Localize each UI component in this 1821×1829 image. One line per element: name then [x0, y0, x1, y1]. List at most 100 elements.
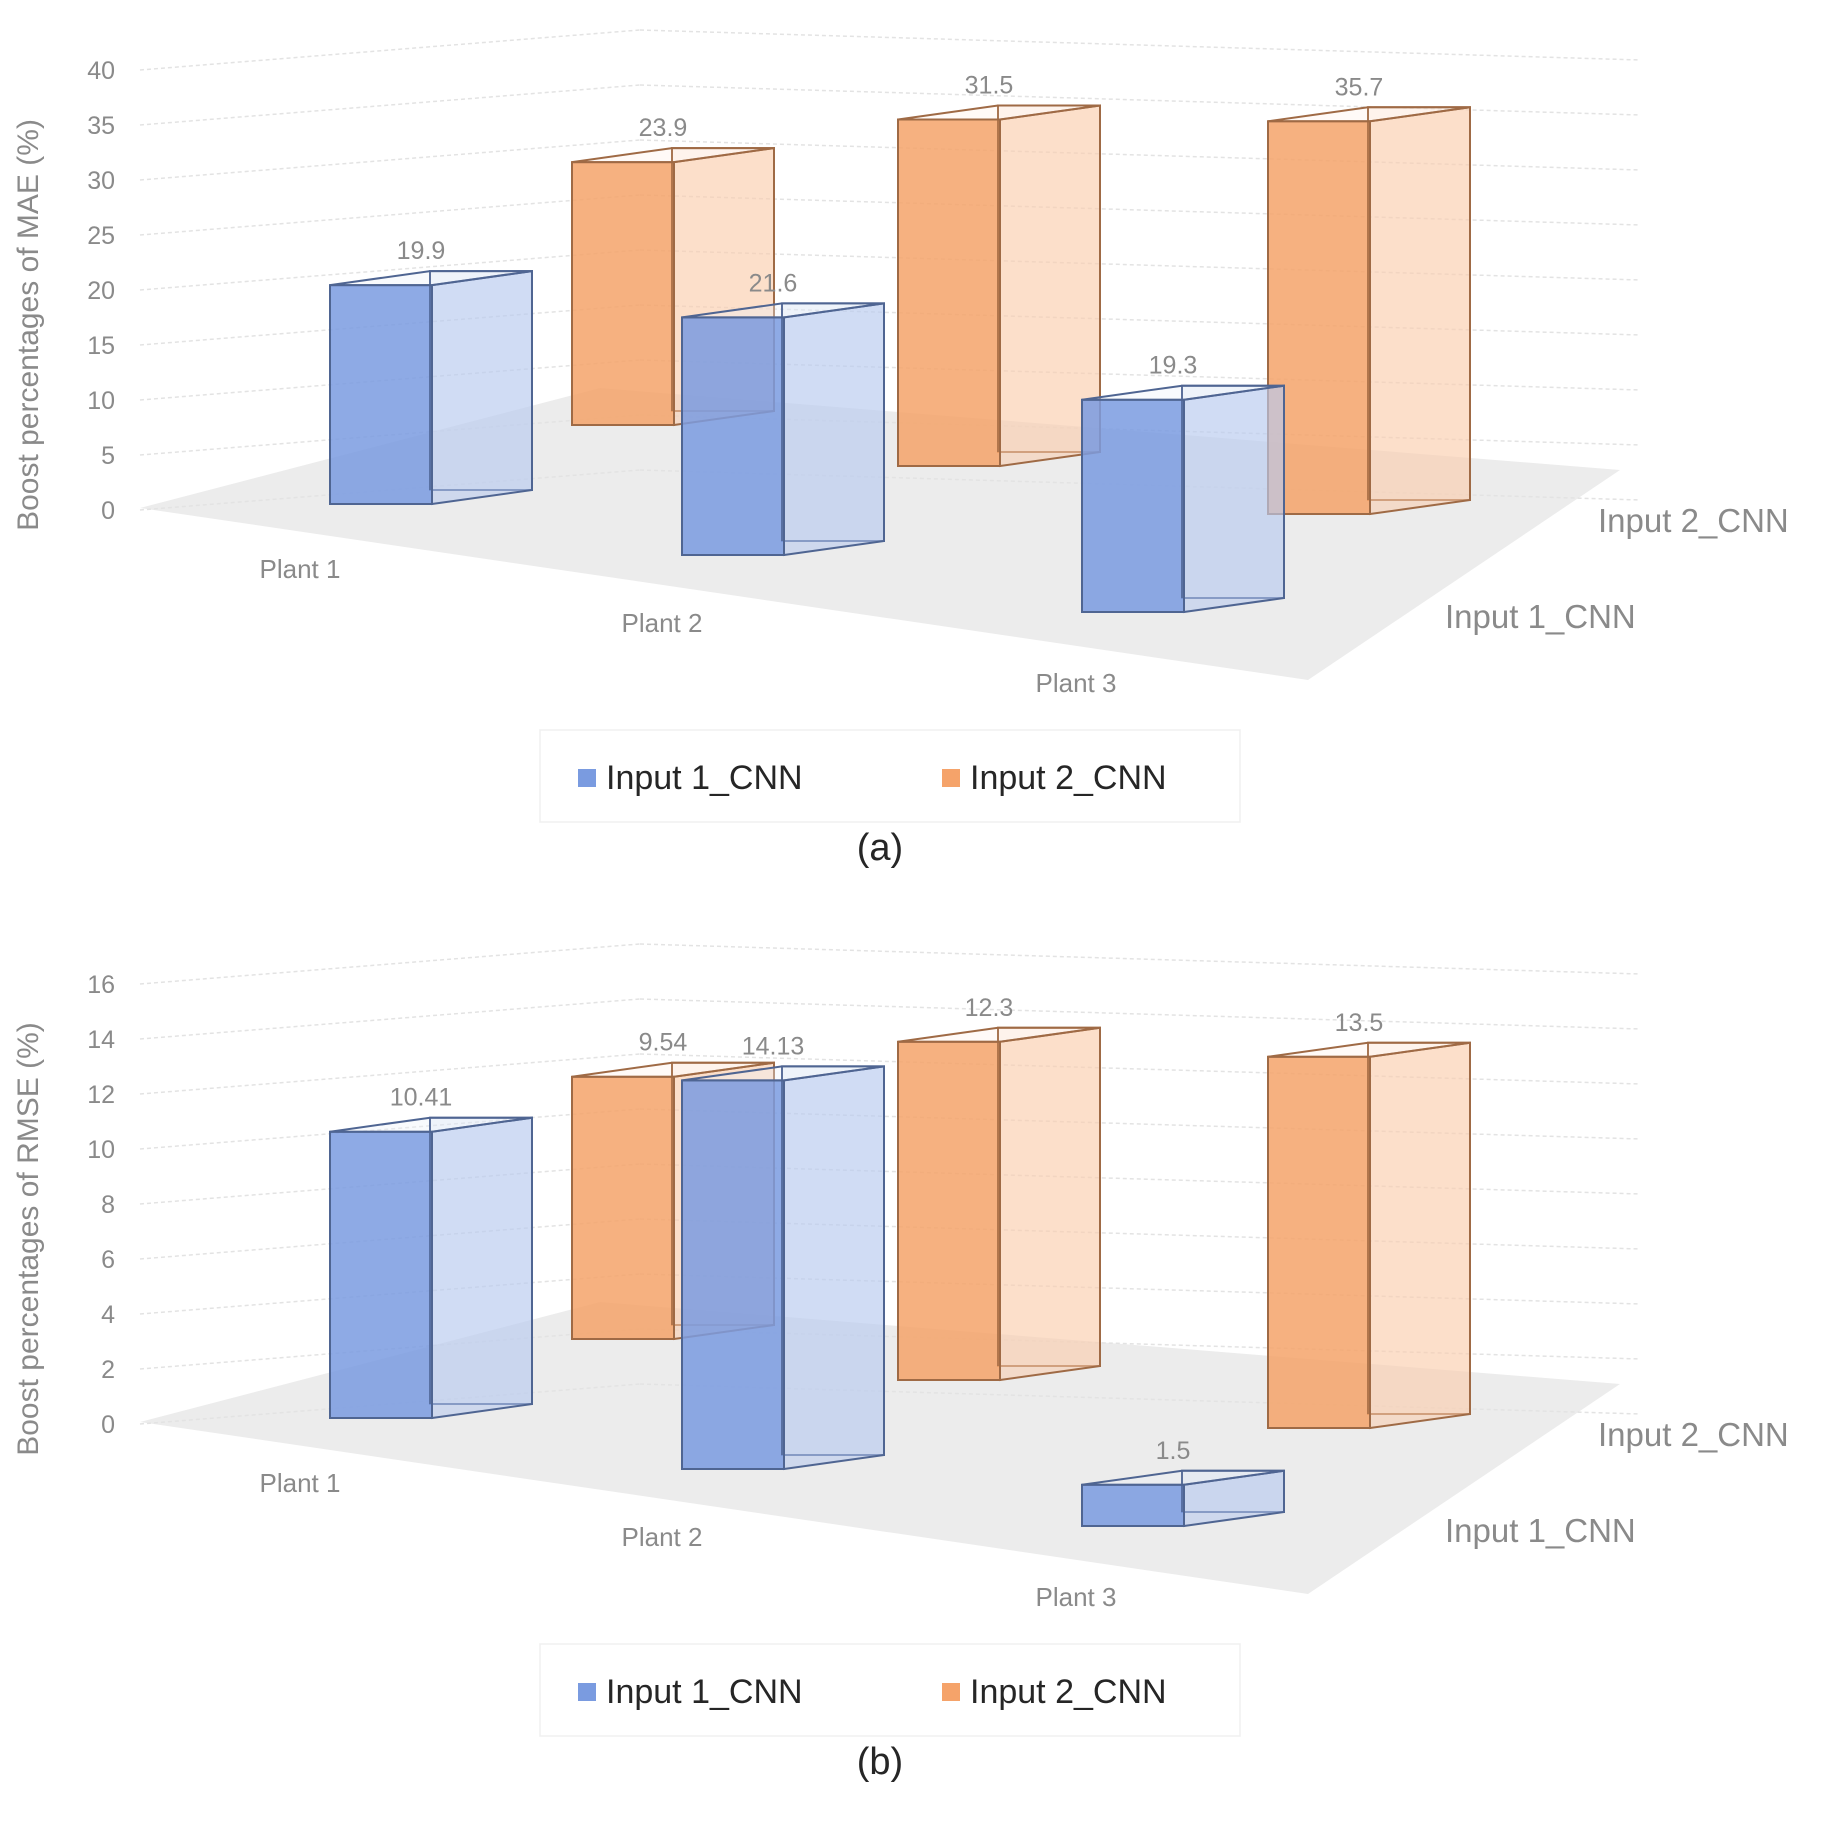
- chart-a-bar-input-2_cnn-plant-3: [1267, 106, 1471, 516]
- chart-b-bar-input-1_cnn-plant-2-front-face: [681, 1079, 785, 1470]
- chart-b-gridline-back: [639, 1328, 1641, 1360]
- chart-a-bar-input-2_cnn-plant-2-data-label: 31.5: [965, 72, 1014, 100]
- chart-a-legend-label: Input 2_CNN: [970, 759, 1167, 797]
- chart-a-gridline-back: [639, 359, 1641, 391]
- chart-b-depth-axis-label: Input 1_CNN: [1445, 1512, 1636, 1549]
- chart-a-bar-input-2_cnn-plant-1-front-face: [571, 161, 675, 426]
- chart-b-bar-input-1_cnn-plant-2-data-label: 14.13: [742, 1032, 805, 1060]
- chart-b-category-label: Plant 3: [1036, 1582, 1117, 1612]
- chart-b-legend-swatch: [578, 1683, 596, 1701]
- chart-b-bar-input-2_cnn-plant-3-data-label: 13.5: [1335, 1009, 1384, 1037]
- chart-a-gridline-back: [639, 84, 1641, 116]
- chart-a-gridline-back: [639, 139, 1641, 171]
- chart-b-y-tick-label: 14: [87, 1026, 115, 1054]
- chart-b-bar-input-1_cnn-plant-3-data-label: 1.5: [1156, 1437, 1191, 1465]
- chart-a-bar-input-1_cnn-plant-1-front-face: [329, 284, 433, 505]
- chart-b-bar-input-1_cnn-plant-1-side-face: [431, 1116, 533, 1420]
- chart-a-gridline-back: [639, 249, 1641, 281]
- chart-a-y-tick-label: 5: [101, 442, 115, 470]
- chart-a-bar-input-1_cnn-plant-3: [1081, 384, 1285, 614]
- chart-b-bar-input-2_cnn-plant-1-front-face: [571, 1075, 675, 1340]
- chart-b-panel-label: (b): [857, 1741, 903, 1783]
- chart-b-bar-input-1_cnn-plant-2-top-face: [681, 1065, 885, 1082]
- chart-b-depth-axis-label: Input 2_CNN: [1598, 1416, 1789, 1453]
- chart-b-legend-swatch: [942, 1683, 960, 1701]
- chart-a-depth-axis-label: Input 2_CNN: [1598, 502, 1789, 539]
- chart-b-gridline-back: [639, 1108, 1641, 1140]
- chart-a-legend-label: Input 1_CNN: [606, 759, 803, 797]
- chart-a-bar-input-2_cnn-plant-1-data-label: 23.9: [639, 114, 688, 142]
- chart-b-gridline-back: [639, 1273, 1641, 1305]
- chart-a-bar-input-1_cnn-plant-3-top-face: [1081, 384, 1285, 401]
- chart-b-bar-input-2_cnn-plant-1-data-label: 9.54: [639, 1029, 688, 1057]
- chart-a-gridline-back: [639, 304, 1641, 336]
- chart-b-y-tick-label: 0: [101, 1411, 115, 1439]
- chart-panel-b: 0 2 4 6 8 10 12 14 16 Boost percentages of RMSE (…: [0, 914, 1821, 1828]
- chart-a-gridline-front: [139, 139, 641, 181]
- chart-a-y-tick-label: 15: [87, 332, 115, 360]
- chart-a-y-tick-label: 40: [87, 57, 115, 85]
- chart-b-bar-input-1_cnn-plant-1: [329, 1116, 533, 1420]
- chart-a-bar-input-1_cnn-plant-1-top-face: [329, 270, 533, 287]
- chart-b-y-tick-label: 16: [87, 971, 115, 999]
- chart-a-legend-swatch: [942, 769, 960, 787]
- chart-a-bar-input-1_cnn-plant-3-data-label: 19.3: [1149, 352, 1198, 380]
- chart-b-gridline-front: [139, 943, 641, 985]
- chart-svg-a: 0 5 10 15 20 25 30 35 40 Boost percentages of MAE…: [12, 29, 1789, 869]
- chart-a-bar-input-2_cnn-plant-1-top-face: [571, 147, 775, 164]
- chart-b-y-tick-label: 6: [101, 1246, 115, 1274]
- chart-a-bar-input-2_cnn-plant-2-front-face: [897, 118, 1001, 467]
- chart-a-legend-swatch: [578, 769, 596, 787]
- chart-b-gridline-back: [639, 1218, 1641, 1250]
- chart-b-gridline-back: [639, 998, 1641, 1030]
- chart-b-category-label: Plant 2: [622, 1522, 703, 1552]
- chart-a-bar-input-2_cnn-plant-3-top-face: [1267, 106, 1471, 123]
- chart-b-gridline-back: [639, 1383, 1641, 1415]
- chart-a-y-tick-label: 25: [87, 222, 115, 250]
- chart-a-bar-input-1_cnn-plant-1-data-label: 19.9: [397, 237, 446, 265]
- chart-b-legend-label: Input 1_CNN: [606, 1673, 803, 1711]
- chart-b-gridline-back: [639, 1163, 1641, 1195]
- chart-a-category-label: Plant 3: [1036, 668, 1117, 698]
- chart-a-bar-input-1_cnn-plant-2: [681, 302, 885, 557]
- chart-a-bar-input-1_cnn-plant-1: [329, 269, 533, 506]
- chart-b-gridline-front: [139, 998, 641, 1040]
- chart-b-y-tick-label: 4: [101, 1301, 115, 1329]
- chart-b-bar-input-2_cnn-plant-3-top-face: [1267, 1041, 1471, 1058]
- chart-b-legend-label: Input 2_CNN: [970, 1673, 1167, 1711]
- chart-a-bar-input-2_cnn-plant-3-side-face: [1369, 106, 1471, 516]
- chart-b-bar-input-1_cnn-plant-1-top-face: [329, 1116, 533, 1133]
- chart-a-bar-input-1_cnn-plant-2-side-face: [783, 302, 885, 557]
- chart-b-y-tick-label: 2: [101, 1356, 115, 1384]
- chart-a-gridline-front: [139, 84, 641, 126]
- chart-a-gridline-back: [639, 29, 1641, 61]
- chart-b-bar-input-1_cnn-plant-2: [681, 1065, 885, 1471]
- chart-panel-a: 0 5 10 15 20 25 30 35 40 Boost percentages of MAE…: [0, 0, 1821, 914]
- chart-b-gridline-back: [639, 943, 1641, 975]
- chart-b-y-tick-label: 12: [87, 1081, 115, 1109]
- chart-b-bar-input-2_cnn-plant-1-top-face: [571, 1061, 775, 1078]
- chart-a-category-label: Plant 2: [622, 608, 703, 638]
- chart-a-gridline-front: [139, 194, 641, 236]
- chart-b-category-label: Plant 1: [260, 1468, 341, 1498]
- chart-a-bar-input-1_cnn-plant-3-front-face: [1081, 398, 1185, 613]
- chart-a-y-tick-label: 20: [87, 277, 115, 305]
- chart-a-legend-box: [539, 729, 1241, 823]
- chart-b-y-axis-label: Boost percentages of RMSE (%): [12, 1022, 45, 1456]
- chart-b-bar-input-1_cnn-plant-3: [1081, 1469, 1285, 1528]
- chart-b-bar-input-2_cnn-plant-2-data-label: 12.3: [965, 994, 1014, 1022]
- chart-b-bar-input-1_cnn-plant-1-data-label: 10.41: [390, 1084, 453, 1112]
- chart-b-bar-input-1_cnn-plant-3-front-face: [1081, 1483, 1185, 1527]
- chart-a-bar-input-1_cnn-plant-1-side-face: [431, 269, 533, 506]
- chart-b-bar-input-2_cnn-plant-3-front-face: [1267, 1055, 1371, 1429]
- chart-b-gridline-back: [639, 1053, 1641, 1085]
- chart-b-bar-input-2_cnn-plant-2-front-face: [897, 1040, 1001, 1381]
- chart-svg-b: 0 2 4 6 8 10 12 14 16 Boost percentages of RMSE (…: [12, 943, 1789, 1783]
- chart-a-bar-input-2_cnn-plant-3-data-label: 35.7: [1335, 73, 1384, 101]
- chart-a-bar-input-2_cnn-plant-2-top-face: [897, 104, 1101, 121]
- chart-a-bar-input-1_cnn-plant-2-data-label: 21.6: [749, 269, 798, 297]
- chart-a-y-tick-label: 35: [87, 112, 115, 140]
- chart-a-y-tick-label: 0: [101, 497, 115, 525]
- chart-a-depth-axis-label: Input 1_CNN: [1445, 598, 1636, 635]
- chart-a-bar-input-2_cnn-plant-2: [897, 104, 1101, 468]
